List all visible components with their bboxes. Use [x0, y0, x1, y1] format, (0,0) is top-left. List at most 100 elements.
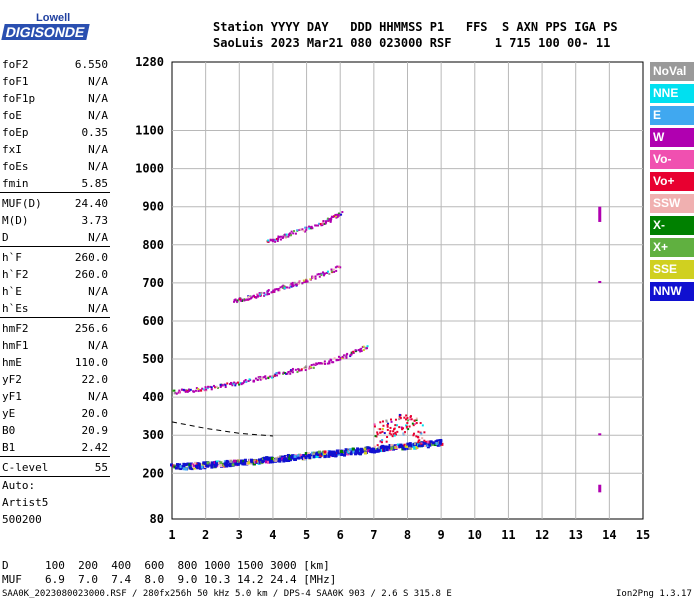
trace-point: [273, 374, 276, 377]
trace-point: [210, 463, 214, 467]
trace-point: [241, 298, 244, 301]
trace-point: [267, 456, 271, 460]
trace-point: [340, 356, 343, 359]
param-key: foEp: [2, 126, 29, 139]
trace-point: [345, 353, 348, 356]
trace-point: [415, 422, 418, 425]
trace-point: [188, 389, 191, 392]
trace-point: [390, 443, 394, 447]
trace-point: [423, 431, 426, 434]
trace-point: [389, 426, 392, 429]
trace-point: [354, 452, 358, 456]
muf-row-values: 6.9 7.0 7.4 8.0 9.0 10.3 14.2 24.4 [MHz]: [45, 573, 337, 586]
trace-point: [274, 373, 277, 376]
trace-point: [267, 239, 270, 242]
trace-point: [302, 279, 305, 282]
trace-point: [308, 227, 311, 230]
trace-point: [318, 450, 322, 454]
trace-point: [225, 459, 229, 463]
trace-point: [282, 371, 285, 374]
trace-point: [415, 419, 418, 422]
trace-point: [315, 362, 318, 365]
trace-point: [204, 386, 207, 389]
param-separator: [0, 476, 110, 477]
param-key: B0: [2, 424, 16, 437]
trace-point: [426, 443, 430, 447]
trace-point: [354, 349, 357, 352]
trace-point: [291, 454, 295, 458]
trace-point: [266, 460, 270, 464]
y-tick-label: 1280: [135, 55, 164, 69]
trace-point: [276, 240, 279, 243]
param-key: h`Es: [2, 302, 29, 315]
trace-point: [326, 270, 329, 273]
trace-point: [307, 454, 311, 458]
trace-point: [324, 222, 327, 225]
trace-point: [396, 430, 399, 433]
param-key: fmin: [2, 177, 29, 190]
y-tick-label: 400: [142, 390, 164, 404]
trace-point: [297, 368, 300, 371]
trace-point: [328, 362, 331, 365]
trace-point: [267, 377, 270, 380]
trace-point: [252, 295, 255, 298]
legend-item-sse: SSE: [650, 260, 694, 279]
trace-point: [207, 385, 210, 388]
trace-point: [321, 362, 324, 365]
trace-point: [323, 452, 327, 456]
trace-point: [304, 452, 308, 456]
muf-row-label: MUF: [2, 573, 22, 586]
trace-point: [336, 451, 340, 455]
x-tick-label: 14: [602, 528, 616, 542]
trace-point: [250, 296, 253, 299]
legend-item-x-: X-: [650, 216, 694, 235]
trace-point: [422, 441, 425, 444]
trace-point: [384, 445, 388, 449]
param-row: hmE 110.0: [2, 356, 108, 372]
x-tick-label: 11: [501, 528, 515, 542]
param-value: 24.40: [74, 197, 108, 210]
trace-point: [292, 284, 295, 287]
trace-point: [297, 454, 301, 458]
trace-point: [235, 382, 238, 385]
trace-point: [421, 437, 424, 440]
trace-point: [332, 268, 335, 271]
trace-point: [305, 279, 308, 282]
trace-point: [339, 358, 342, 361]
trace-point: [239, 298, 242, 301]
trace-point: [291, 281, 294, 284]
trace-point: [403, 431, 406, 434]
trace-point: [256, 293, 259, 296]
trace-point: [217, 461, 221, 465]
trace-point: [277, 457, 281, 461]
y-tick-label: 900: [142, 200, 164, 214]
trace-point: [334, 266, 337, 269]
param-key: h`F2: [2, 268, 29, 281]
param-key: fxI: [2, 143, 22, 156]
trace-point: [312, 454, 316, 458]
trace-point: [266, 291, 269, 294]
trace-point: [281, 285, 284, 288]
trace-point: [417, 430, 420, 433]
trace-point: [319, 222, 322, 225]
trace-point: [329, 220, 332, 223]
trace-point: [363, 451, 367, 455]
trace-point: [366, 446, 370, 450]
trace-point: [341, 355, 344, 358]
trace-point: [179, 465, 183, 469]
trace-point: [346, 352, 349, 355]
trace-point: [362, 349, 365, 352]
trace-point: [196, 466, 200, 470]
trace-point: [360, 347, 363, 350]
interference-mark: [598, 280, 602, 283]
trace-point: [180, 388, 183, 391]
param-row: fmin 5.85: [2, 177, 108, 193]
trace-point: [290, 282, 293, 285]
trace-point: [249, 295, 252, 298]
trace-point: [228, 383, 231, 386]
trace-point: [321, 224, 324, 227]
param-key: foF1: [2, 75, 29, 88]
trace-point: [258, 292, 261, 295]
trace-point: [271, 460, 275, 464]
trace-point: [308, 456, 312, 460]
